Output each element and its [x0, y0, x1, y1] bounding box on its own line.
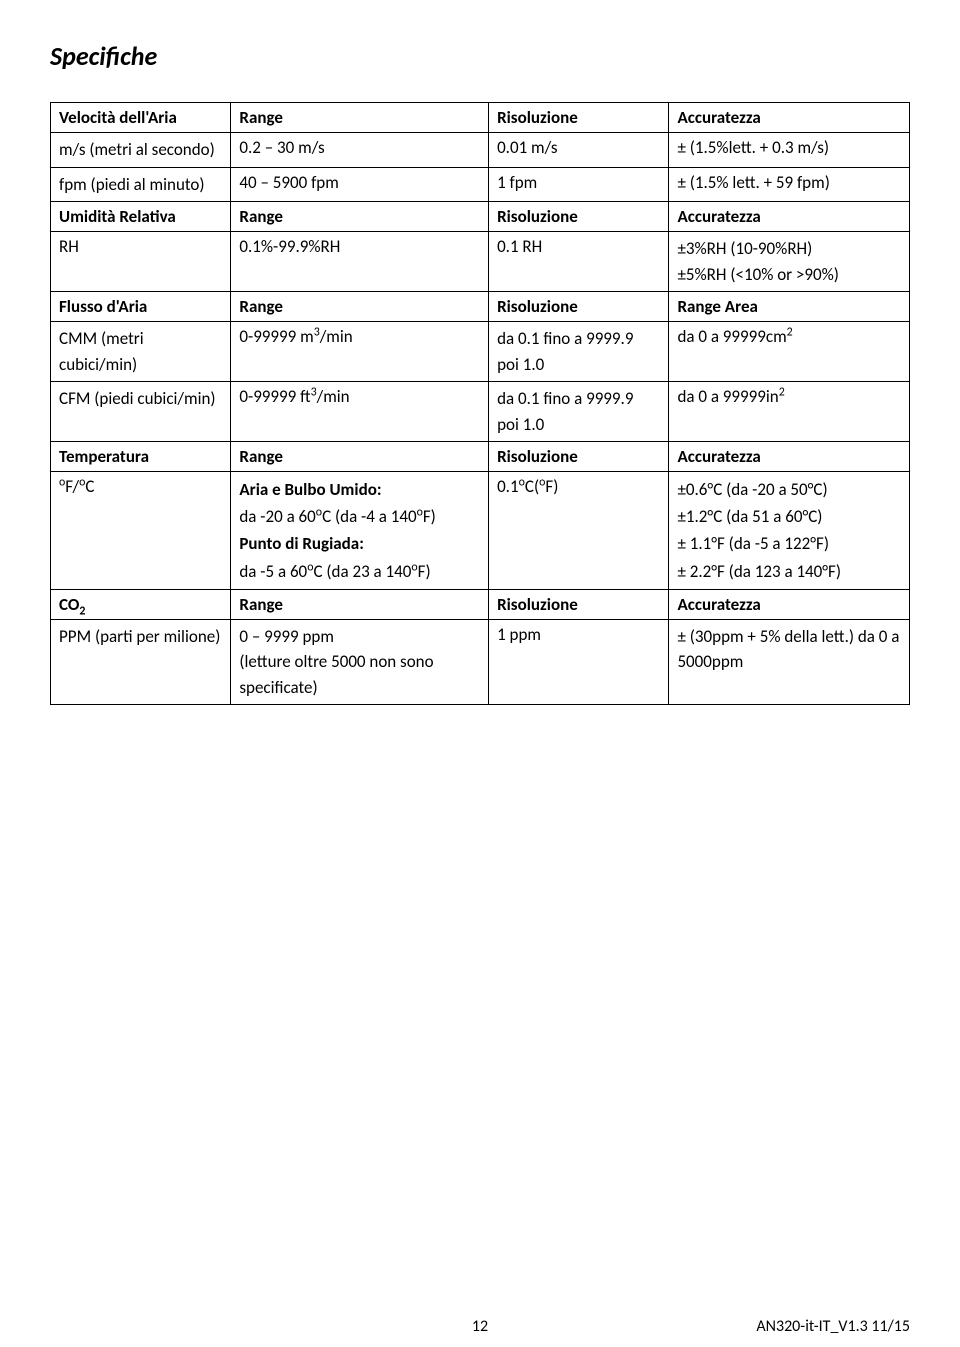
header-cell: Risoluzione	[489, 292, 669, 322]
page-number: 12	[472, 1317, 488, 1336]
page-title: Specifiche	[50, 40, 910, 72]
cell: RH	[51, 232, 231, 292]
section-header-row: Flusso d'Aria Range Risoluzione Range Ar…	[51, 292, 910, 322]
table-row: m/s (metri al secondo) 0.2 – 30 m/s 0.01…	[51, 133, 910, 168]
value: 0-99999 ft	[239, 386, 310, 407]
value: da 0 a 99999cm	[677, 326, 786, 347]
header-cell: Range	[231, 442, 489, 472]
table-row: oF/oC Aria e Bulbo Umido: da -20 a 60oC …	[51, 472, 910, 590]
cell: 1 fpm	[489, 167, 669, 202]
header-cell: CO2	[51, 589, 231, 619]
header-cell: Accuratezza	[669, 442, 910, 472]
resolution-line: da 0.1 fino a 9999.9	[497, 328, 633, 349]
accuracy-line: ± 2.2°F (da 123 a 140°F)	[677, 561, 841, 582]
cell: 0.01 m/s	[489, 133, 669, 168]
table-row: PPM (parti per milione) 0 – 9999 ppm (le…	[51, 619, 910, 705]
cell: 0-99999 m3/min	[231, 322, 489, 382]
resolution-line: poi 1.0	[497, 414, 544, 435]
section-header-row: CO2 Range Risoluzione Accuratezza	[51, 589, 910, 619]
cell: ± (30ppm + 5% della lett.) da 0 a 5000pp…	[669, 619, 910, 705]
cell: 0.1%-99.9%RH	[231, 232, 489, 292]
cell: da 0 a 99999cm2	[669, 322, 910, 382]
cell: da 0 a 99999in2	[669, 382, 910, 442]
header-cell: Range	[231, 103, 489, 133]
accuracy-line: ±1.2°C (da 51 a 60°C)	[677, 506, 822, 527]
document-id: AN320-it-IT_V1.3 11/15	[756, 1317, 910, 1336]
header-cell: Range	[231, 589, 489, 619]
cell: fpm (piedi al minuto)	[51, 167, 231, 202]
unit: F)	[545, 476, 558, 497]
spec-table: Velocità dell'Aria Range Risoluzione Acc…	[50, 102, 910, 705]
header-cell: Accuratezza	[669, 202, 910, 232]
range-value: C (da 23 a 140	[313, 561, 411, 582]
accuracy-line: ±0.6°C (da -20 a 50°C)	[677, 479, 827, 500]
table-row: CFM (piedi cubici/min) 0-99999 ft3/min d…	[51, 382, 910, 442]
header-cell: Umidità Relativa	[51, 202, 231, 232]
header-cell: Flusso d'Aria	[51, 292, 231, 322]
cell: 0-99999 ft3/min	[231, 382, 489, 442]
range-value: da -5 a 60	[239, 561, 307, 582]
header-cell: Temperatura	[51, 442, 231, 472]
cell: da 0.1 fino a 9999.9 poi 1.0	[489, 322, 669, 382]
header-cell: Range	[231, 202, 489, 232]
range-value: da -20 a 60	[239, 506, 315, 527]
cell: ±3%RH (10-90%RH) ±5%RH (<10% or >90%)	[669, 232, 910, 292]
section-header-row: Velocità dell'Aria Range Risoluzione Acc…	[51, 103, 910, 133]
header-cell: Range Area	[669, 292, 910, 322]
exponent: 2	[787, 325, 793, 339]
cell: Aria e Bulbo Umido: da -20 a 60oC (da -4…	[231, 472, 489, 590]
range-label: Punto di Rugiada:	[239, 533, 364, 554]
cell: 0.1 RH	[489, 232, 669, 292]
cell: 0.1oC(oF)	[489, 472, 669, 590]
unit: /min	[320, 326, 353, 347]
header-cell: Accuratezza	[669, 589, 910, 619]
cell: 40 – 5900 fpm	[231, 167, 489, 202]
range-value: C (da -4 a 140	[322, 506, 416, 527]
cell: 0.2 – 30 m/s	[231, 133, 489, 168]
header-cell: Accuratezza	[669, 103, 910, 133]
resolution-line: da 0.1 fino a 9999.9	[497, 388, 633, 409]
resolution-line: poi 1.0	[497, 354, 544, 375]
range-value: F)	[423, 506, 436, 527]
table-row: CMM (metri cubici/min) 0-99999 m3/min da…	[51, 322, 910, 382]
accuracy-line: ± 1.1°F (da -5 a 122°F)	[677, 533, 829, 554]
header-cell: Velocità dell'Aria	[51, 103, 231, 133]
range-line: 0 – 9999 ppm	[239, 626, 334, 647]
cell: ± (1.5%lett. + 0.3 m/s)	[669, 133, 910, 168]
cell: oF/oC	[51, 472, 231, 590]
cell: CMM (metri cubici/min)	[51, 322, 231, 382]
table-row: fpm (piedi al minuto) 40 – 5900 fpm 1 fp…	[51, 167, 910, 202]
table-row: RH 0.1%-99.9%RH 0.1 RH ±3%RH (10-90%RH) …	[51, 232, 910, 292]
value: da 0 a 99999in	[677, 386, 778, 407]
cell: 1 ppm	[489, 619, 669, 705]
range-value: F)	[418, 561, 431, 582]
cell: ± (1.5% lett. + 59 fpm)	[669, 167, 910, 202]
header-cell: Risoluzione	[489, 589, 669, 619]
unit: C(	[525, 476, 539, 497]
range-line: (letture oltre 5000 non sono specificate…	[239, 651, 433, 698]
cell: CFM (piedi cubici/min)	[51, 382, 231, 442]
value: 0.1	[497, 476, 519, 497]
section-header-row: Temperatura Range Risoluzione Accuratezz…	[51, 442, 910, 472]
header-cell: Risoluzione	[489, 442, 669, 472]
cell: m/s (metri al secondo)	[51, 133, 231, 168]
header-cell: Range	[231, 292, 489, 322]
cell: da 0.1 fino a 9999.9 poi 1.0	[489, 382, 669, 442]
header-cell: Risoluzione	[489, 202, 669, 232]
cell: 0 – 9999 ppm (letture oltre 5000 non son…	[231, 619, 489, 705]
section-header-row: Umidità Relativa Range Risoluzione Accur…	[51, 202, 910, 232]
range-label: Aria e Bulbo Umido:	[239, 479, 381, 500]
exponent: 2	[779, 385, 785, 399]
value: 0-99999 m	[239, 326, 313, 347]
header-text: CO	[59, 594, 79, 615]
subscript: 2	[79, 604, 85, 618]
accuracy-line: ±5%RH (<10% or >90%)	[677, 264, 839, 285]
accuracy-line: ±3%RH (10-90%RH)	[677, 238, 812, 259]
header-cell: Risoluzione	[489, 103, 669, 133]
cell: PPM (parti per milione)	[51, 619, 231, 705]
cell: ±0.6°C (da -20 a 50°C) ±1.2°C (da 51 a 6…	[669, 472, 910, 590]
unit: F/	[65, 476, 79, 497]
unit: C	[85, 476, 94, 497]
unit: /min	[317, 386, 350, 407]
